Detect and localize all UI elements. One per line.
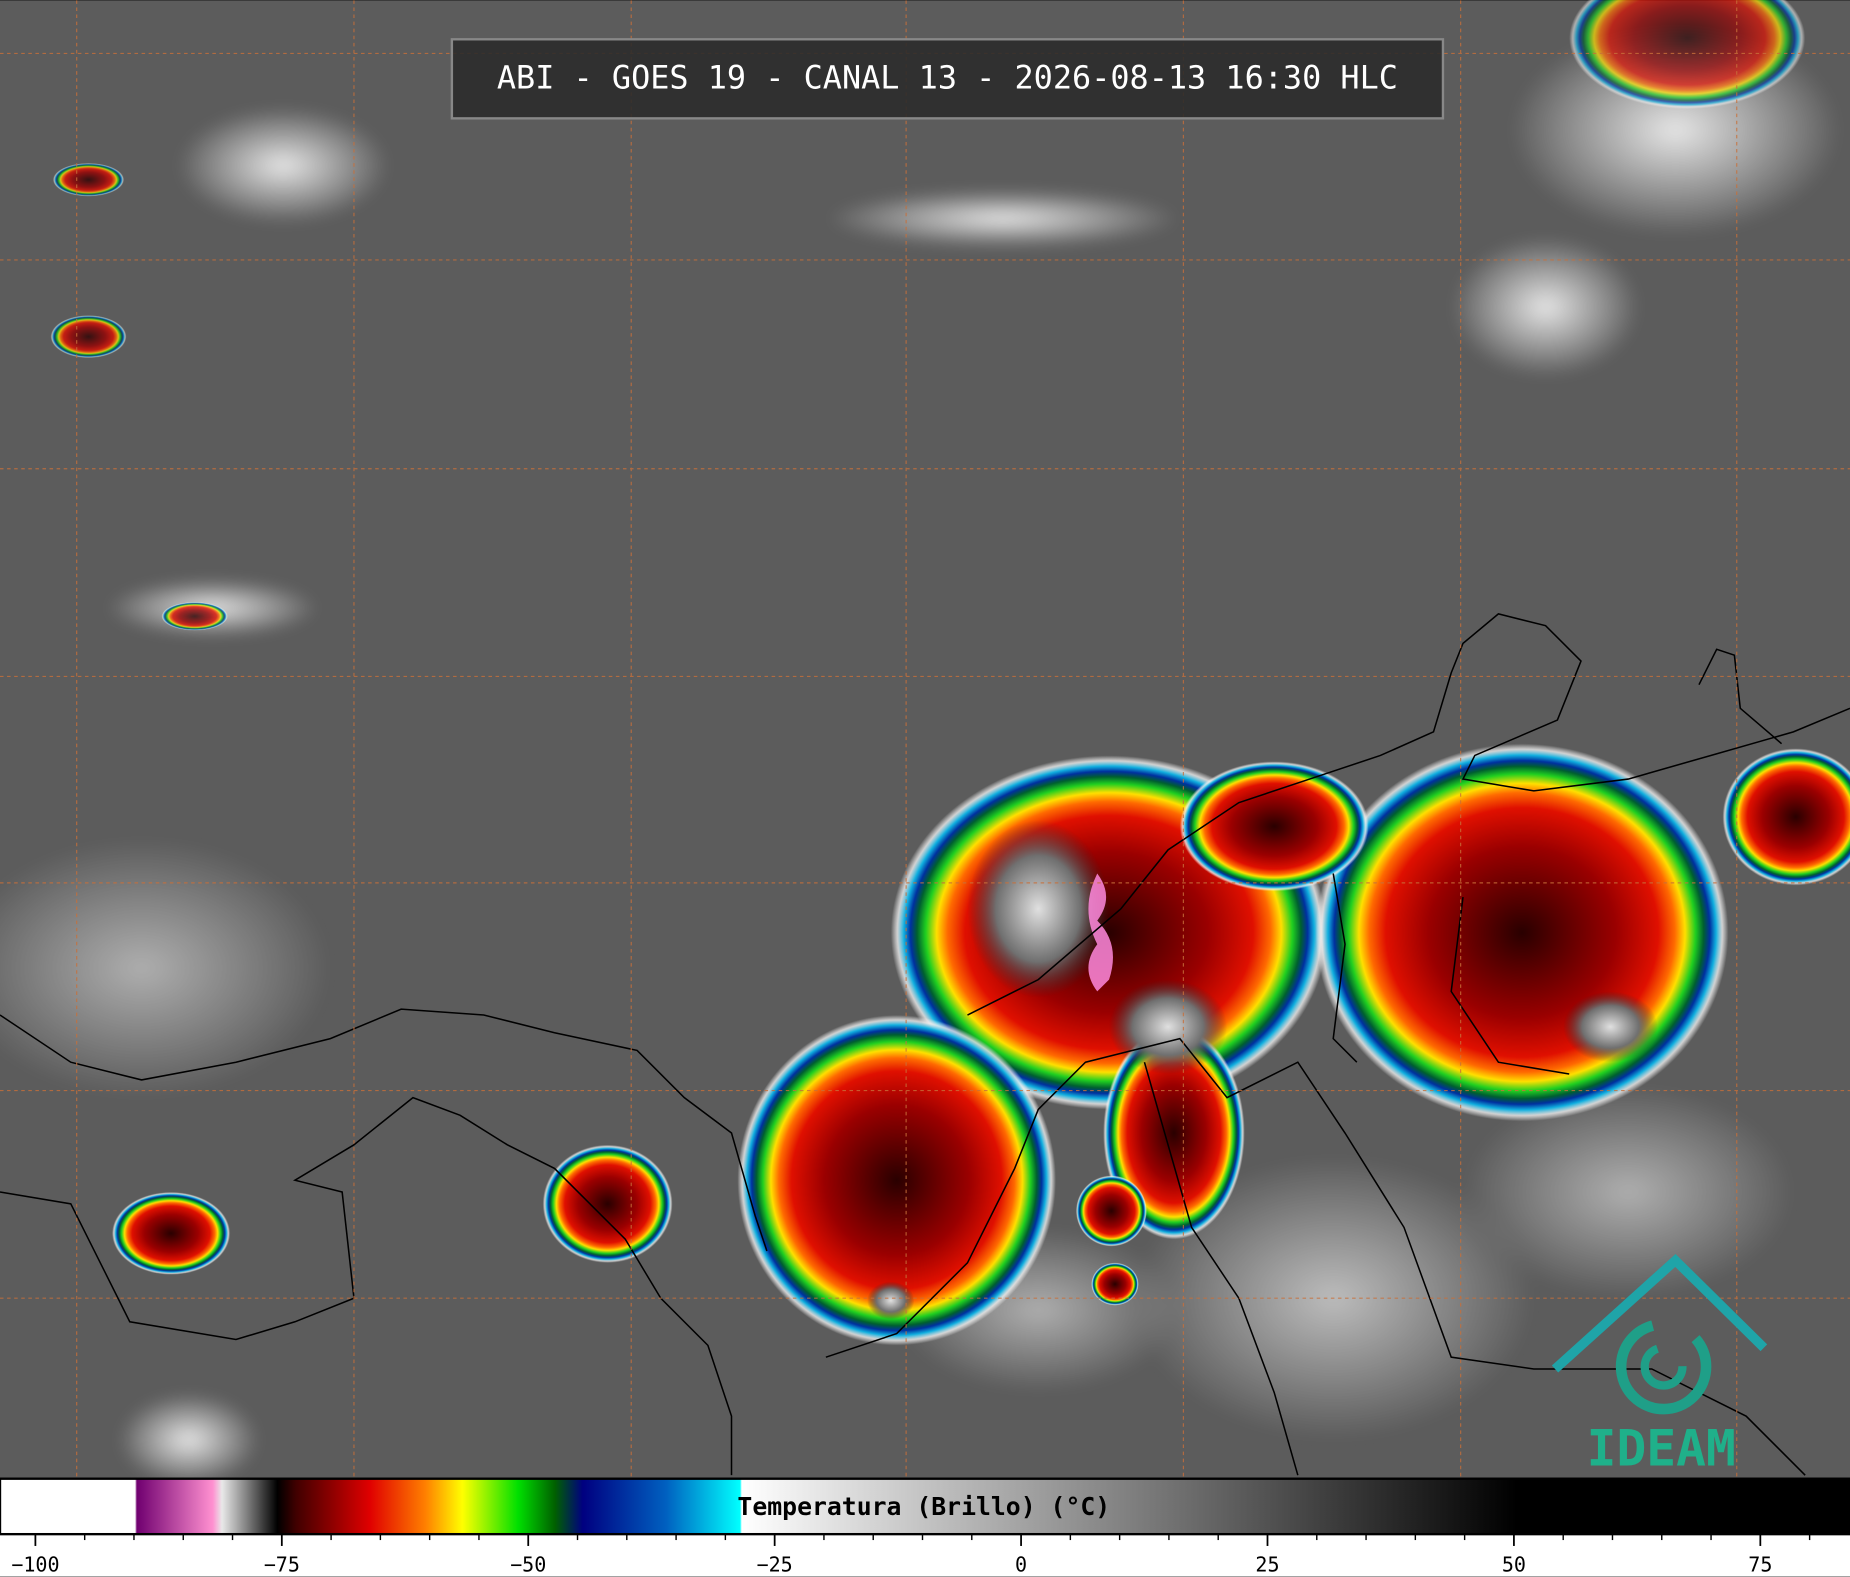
tick-label: −100 — [11, 1553, 59, 1577]
colorbar-label: Temperatura (Brillo) (°C) — [737, 1492, 1110, 1521]
tick-label: −50 — [510, 1553, 546, 1577]
title: ABI - GOES 19 - CANAL 13 - 2026-08-13 16… — [497, 58, 1398, 96]
tick-label: 50 — [1502, 1553, 1526, 1577]
storms — [50, 0, 1850, 1346]
logo: IDEAM — [1551, 1253, 1768, 1478]
graticule — [0, 0, 1850, 1479]
colorbar-ticks: −100 −75 −50 −25 0 25 50 75 — [11, 1534, 1811, 1577]
tick-label: −25 — [757, 1553, 793, 1577]
tick-label: 75 — [1748, 1553, 1772, 1577]
tick-label: 0 — [1015, 1553, 1027, 1577]
tick-label: 25 — [1255, 1553, 1279, 1577]
tick-label: −75 — [264, 1553, 300, 1577]
colorbar — [0, 1477, 1850, 1536]
logo-text: IDEAM — [1587, 1420, 1736, 1478]
title-box — [450, 38, 1445, 120]
